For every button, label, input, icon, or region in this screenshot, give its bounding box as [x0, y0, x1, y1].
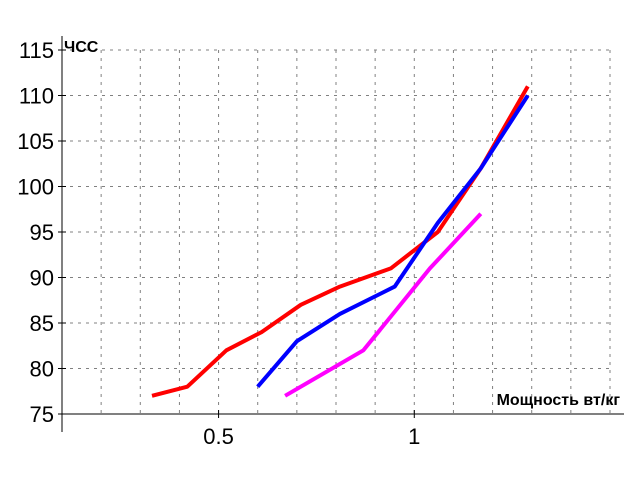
y-tick-label: 90 — [30, 266, 54, 291]
y-tick-label: 80 — [30, 357, 54, 382]
y-tick-label: 100 — [17, 175, 54, 200]
x-tick-label: 0.5 — [203, 424, 234, 449]
y-tick-label: 95 — [30, 220, 54, 245]
y-tick-label: 115 — [19, 38, 54, 63]
grid — [62, 49, 611, 414]
y-axis-label: ЧСС — [64, 39, 99, 56]
axes — [58, 36, 624, 432]
series-line-2 — [256, 94, 530, 389]
series-line-3 — [284, 212, 483, 398]
series-lines — [151, 85, 530, 398]
x-axis-label: Мощность вт/кг — [497, 392, 621, 409]
x-tick-label: 1 — [408, 424, 420, 449]
y-tick-label: 85 — [30, 311, 54, 336]
tick-labels: 75 80 85 90 95 100 105 110 115 0.5 1 — [17, 38, 420, 449]
y-tick-label: 75 — [30, 402, 54, 427]
y-tick-label: 110 — [19, 84, 54, 109]
y-tick-label: 105 — [17, 129, 54, 154]
series-line-1 — [151, 85, 530, 398]
